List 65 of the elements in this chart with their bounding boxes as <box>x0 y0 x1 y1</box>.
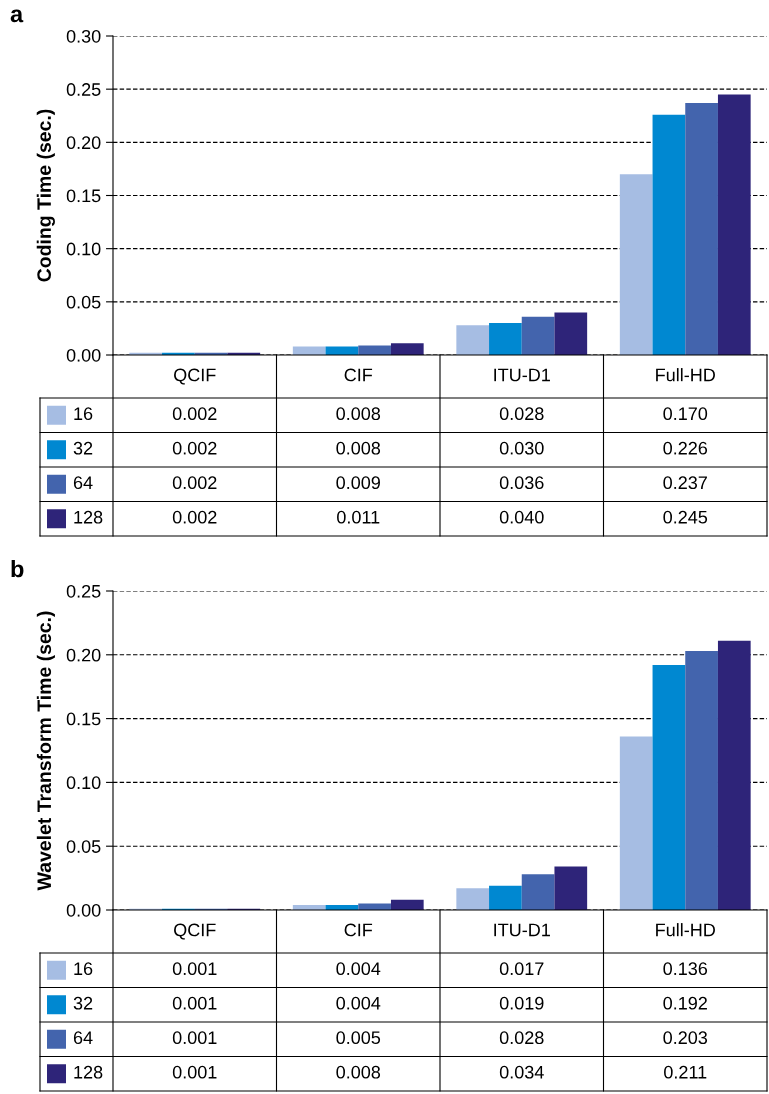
data-label: 0.008 <box>336 1065 381 1079</box>
y-tick-label: 0.10 <box>66 242 101 256</box>
data-label: 0.017 <box>499 962 544 976</box>
legend-label: 32 <box>73 441 93 455</box>
y-tick-label: 0.20 <box>66 136 101 150</box>
data-label: 0.034 <box>499 1065 544 1079</box>
x-tick-label: CIF <box>344 923 373 937</box>
x-tick-label: Full-HD <box>656 368 715 382</box>
x-tick-label: QCIF <box>174 368 216 385</box>
x-tick-label: ITU-D1 <box>494 923 550 937</box>
data-label: 0.237 <box>663 476 707 490</box>
y-tick-label: 0.00 <box>66 903 101 917</box>
data-label: 0.011 <box>337 510 380 524</box>
legend-label: 128 <box>74 510 103 524</box>
data-label: 0.028 <box>499 407 544 421</box>
data-label: 0.001 <box>172 996 217 1010</box>
y-tick-label: 0.00 <box>66 348 101 362</box>
data-label: 0.001 <box>172 1065 217 1079</box>
y-tick-label: 0.05 <box>66 840 101 853</box>
legend-label: 64 <box>73 1031 93 1045</box>
data-label: 0.004 <box>336 996 381 1010</box>
chart-title: a <box>10 9 24 23</box>
y-tick-label: 0.30 <box>66 29 101 43</box>
legend-label: 128 <box>74 1065 103 1079</box>
data-label: 0.008 <box>336 407 381 421</box>
data-label: 0.002 <box>172 407 217 421</box>
data-label: 0.040 <box>499 510 544 524</box>
data-label: 0.028 <box>499 1031 544 1045</box>
data-label: 0.192 <box>663 996 707 1010</box>
y-axis-title: Wavelet Transform Time (sec.) <box>36 611 55 891</box>
data-label: 0.245 <box>663 510 708 524</box>
legend-label: 16 <box>74 407 93 421</box>
legend-label: 32 <box>73 996 93 1010</box>
data-label: 0.002 <box>172 441 217 455</box>
x-tick-label: Full-HD <box>656 923 715 937</box>
data-label: 0.001 <box>172 1031 217 1045</box>
y-tick-label: 0.10 <box>66 776 101 790</box>
x-tick-label: ITU-D1 <box>494 368 550 382</box>
data-label: 0.036 <box>499 476 544 490</box>
data-label: 0.008 <box>336 441 381 455</box>
data-label: 0.001 <box>172 962 217 976</box>
y-tick-label: 0.25 <box>66 584 101 598</box>
data-label: 0.226 <box>663 441 708 455</box>
y-tick-label: 0.20 <box>66 648 101 662</box>
data-label: 0.004 <box>336 962 381 976</box>
x-tick-label: CIF <box>344 368 373 382</box>
legend-label: 64 <box>73 476 93 490</box>
data-label: 0.030 <box>499 441 544 455</box>
y-axis-title: Coding Time (sec.) <box>36 109 55 282</box>
data-label: 0.005 <box>336 1031 381 1045</box>
data-label: 0.009 <box>336 476 380 490</box>
y-tick-label: 0.15 <box>66 189 101 203</box>
y-tick-label: 0.05 <box>66 295 101 309</box>
data-label: 0.203 <box>663 1031 708 1045</box>
x-tick-label: QCIF <box>174 923 216 940</box>
data-label: 0.002 <box>172 476 217 490</box>
y-tick-label: 0.25 <box>66 83 101 96</box>
legend-label: 16 <box>74 962 93 976</box>
chart-title: b <box>11 559 24 578</box>
data-label: 0.019 <box>499 996 544 1010</box>
data-label: 0.002 <box>172 510 217 524</box>
data-label: 0.211 <box>664 1065 707 1079</box>
data-label: 0.170 <box>663 407 708 421</box>
y-tick-label: 0.15 <box>66 712 101 726</box>
data-label: 0.136 <box>663 962 708 976</box>
